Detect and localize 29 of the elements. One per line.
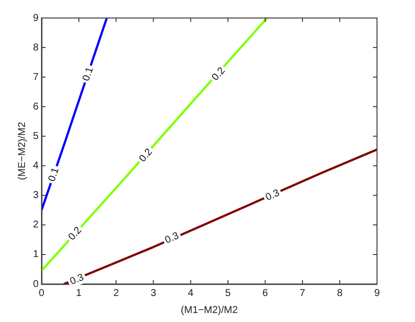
x-tick-label: 9 xyxy=(374,288,380,299)
annotation: 0.1 xyxy=(80,65,96,83)
y-tick-label: 9 xyxy=(33,12,39,24)
y-tick-label: 0 xyxy=(33,278,39,290)
x-tick-label: 6 xyxy=(262,288,268,299)
annotation: 0.2 xyxy=(210,65,228,84)
x-axis-title: (M1−M2)/M2 xyxy=(180,304,238,316)
y-tick-label: 5 xyxy=(33,130,39,142)
annotation: 0.3 xyxy=(264,188,282,204)
annotation: 0.2 xyxy=(66,224,84,243)
annotation: 0.1 xyxy=(46,166,62,184)
y-tick-label: 3 xyxy=(33,190,39,202)
x-tick-label: 4 xyxy=(188,288,194,299)
y-tick-label: 1 xyxy=(33,249,39,260)
x-tick-label: 7 xyxy=(300,288,306,299)
y-tick-label: 6 xyxy=(33,101,39,112)
y-tick-label: 2 xyxy=(33,220,39,231)
annotation: 0.3 xyxy=(164,230,182,246)
y-tick-label: 7 xyxy=(33,72,39,83)
x-tick-label: 8 xyxy=(336,288,343,299)
x-tick-label: 3 xyxy=(150,288,157,299)
x-tick-label: 1 xyxy=(76,288,82,299)
y-axis-title: (ME−M2)/M2 xyxy=(16,122,28,180)
annotation: 0.3 xyxy=(68,272,86,288)
x-tick-label: 5 xyxy=(225,288,232,299)
annotation: 0.2 xyxy=(137,146,156,164)
x-tick-label: 2 xyxy=(113,288,120,299)
y-tick-label: 8 xyxy=(33,42,39,54)
y-tick-label: 4 xyxy=(33,160,39,172)
